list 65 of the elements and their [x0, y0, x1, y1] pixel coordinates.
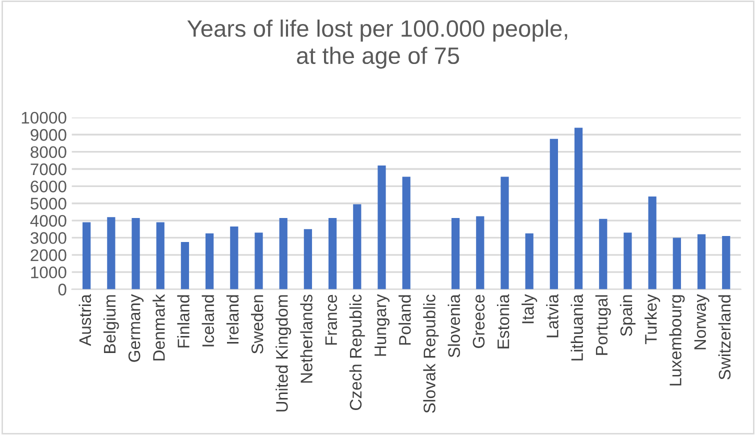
- bar: [451, 218, 460, 290]
- x-tick-label: Switzerland: [718, 295, 731, 380]
- y-tick-label: 1000: [31, 266, 66, 278]
- x-tick-label: Slovak Republic: [423, 294, 439, 413]
- bar: [107, 217, 116, 290]
- x-tick-label: Czech Republic: [349, 294, 365, 410]
- bar: [648, 196, 656, 290]
- y-tick-label: 2000: [30, 249, 66, 262]
- x-tick-label: Latvia: [546, 294, 558, 338]
- bar: [672, 238, 681, 290]
- x-tick-label: Sweden: [250, 295, 264, 354]
- bar: [180, 242, 190, 290]
- y-tick-label: 7000: [30, 163, 66, 176]
- x-tick-label: Italy: [522, 294, 538, 324]
- bar: [722, 236, 730, 290]
- x-tick-label: Slovenia: [448, 294, 460, 358]
- x-tick-label: Iceland: [202, 295, 214, 346]
- bar: [82, 222, 91, 290]
- bar: [279, 218, 288, 290]
- x-tick-label: Turkey: [644, 294, 660, 344]
- y-tick-label: 8000: [30, 146, 66, 158]
- x-tick-label: Finland: [177, 295, 190, 348]
- y-tick-label: 0: [58, 284, 66, 296]
- bar: [353, 204, 362, 290]
- x-tick-label: Portugal: [595, 295, 611, 355]
- bar: [550, 138, 558, 290]
- y-tick-label: 9000: [30, 129, 66, 141]
- x-tick-label: Netherlands: [300, 294, 312, 383]
- x-tick-label: Estonia: [496, 294, 510, 348]
- x-tick-label: Norway: [694, 294, 710, 350]
- bar: [156, 222, 164, 290]
- x-tick-label: Ireland: [226, 295, 239, 344]
- bar: [402, 176, 410, 290]
- x-tick-label: Lithuania: [570, 294, 584, 360]
- x-tick-label: Poland: [398, 295, 411, 345]
- bar: [328, 218, 337, 290]
- x-tick-label: Germany: [128, 294, 144, 362]
- chart-title: Years of life lost per 100.000 people, at the age of 75: [187, 20, 568, 69]
- bar: [254, 232, 263, 290]
- x-tick-label: Spain: [620, 295, 636, 336]
- x-tick-label: Hungary: [374, 294, 390, 356]
- bar: [697, 234, 706, 290]
- x-tick-label: United Kingdom: [276, 295, 292, 412]
- x-tick-label: France: [325, 294, 338, 345]
- bar: [132, 218, 140, 290]
- y-tick-label: 5000: [30, 198, 66, 210]
- x-tick-label: Austria: [78, 294, 92, 346]
- bar: [476, 216, 484, 290]
- bar: [500, 176, 509, 290]
- y-tick-label: 4000: [30, 214, 66, 227]
- x-tick-label: Denmark: [152, 294, 165, 360]
- bar: [574, 128, 583, 290]
- x-tick-label: Greece: [472, 294, 485, 348]
- x-tick-label: Luxembourg: [669, 295, 685, 386]
- y-tick-label: 6000: [30, 180, 66, 192]
- x-tick-label: Belgium: [103, 295, 119, 353]
- bar: [206, 233, 214, 290]
- y-tick-label: 10000: [22, 112, 66, 124]
- bar: [525, 233, 534, 290]
- bar: [230, 226, 238, 290]
- bar: [378, 166, 386, 290]
- bar: [599, 218, 608, 290]
- y-tick-label: 3000: [30, 232, 66, 244]
- bar: [304, 229, 312, 290]
- bar: [624, 232, 632, 290]
